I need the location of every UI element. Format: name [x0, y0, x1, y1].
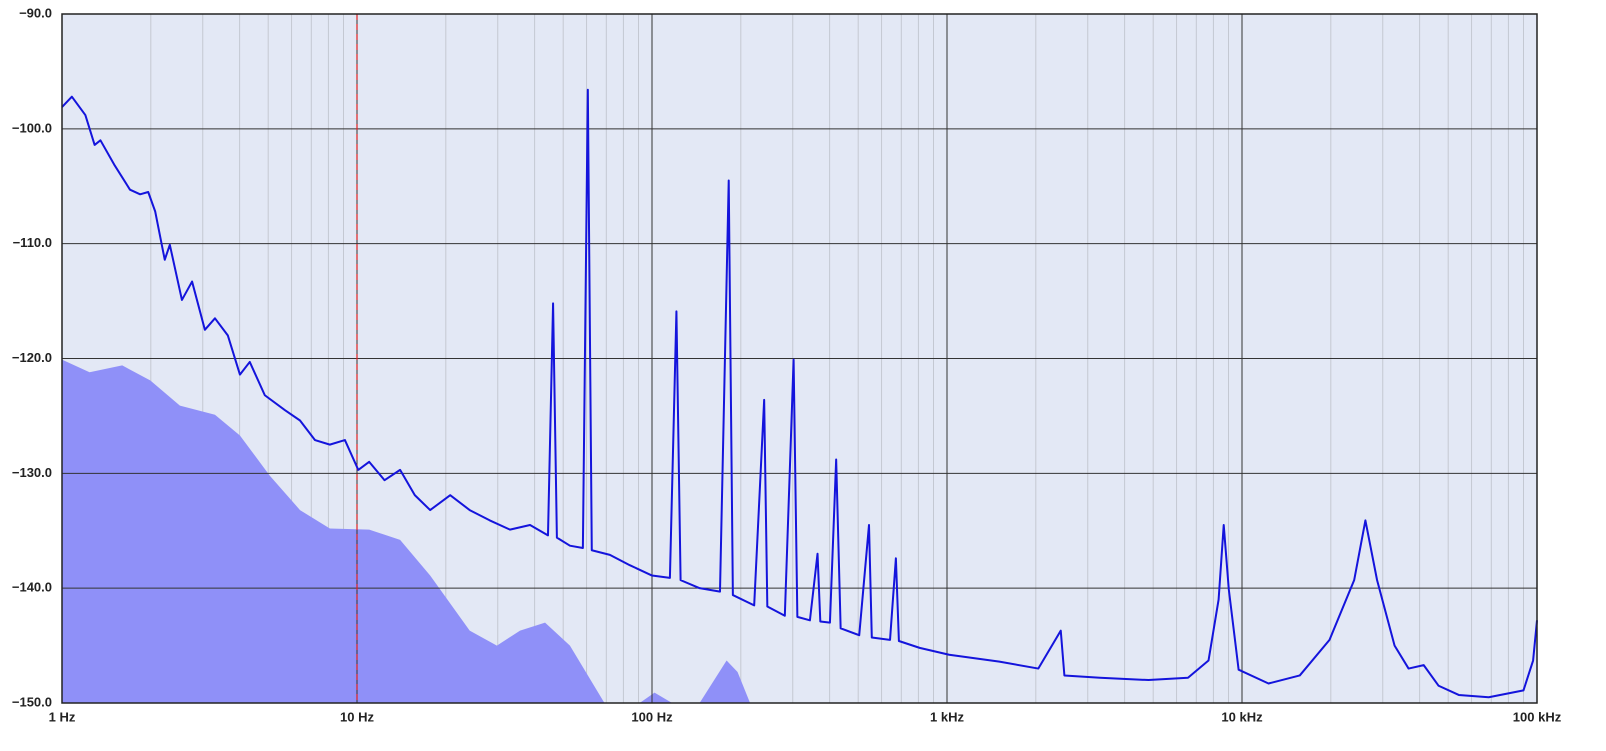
y-tick-label: −110.0 [13, 235, 52, 250]
x-tick-label: 100 kHz [1513, 709, 1562, 724]
y-tick-label: −150.0 [12, 694, 52, 709]
y-tick-label: −130.0 [12, 465, 52, 480]
y-tick-label: −100.0 [12, 120, 52, 135]
x-tick-label: 100 Hz [631, 709, 673, 724]
y-tick-label: −90.0 [19, 5, 52, 20]
y-tick-label: −120.0 [12, 350, 52, 365]
y-tick-label: −140.0 [12, 580, 52, 595]
x-tick-label: 1 Hz [49, 709, 76, 724]
x-tick-label: 1 kHz [930, 709, 964, 724]
line [61, 88, 1538, 699]
plot-frame [61, 13, 1538, 704]
x-tick-label: 10 Hz [340, 709, 374, 724]
x-tick-label: 10 kHz [1221, 709, 1263, 724]
area [62, 359, 751, 703]
